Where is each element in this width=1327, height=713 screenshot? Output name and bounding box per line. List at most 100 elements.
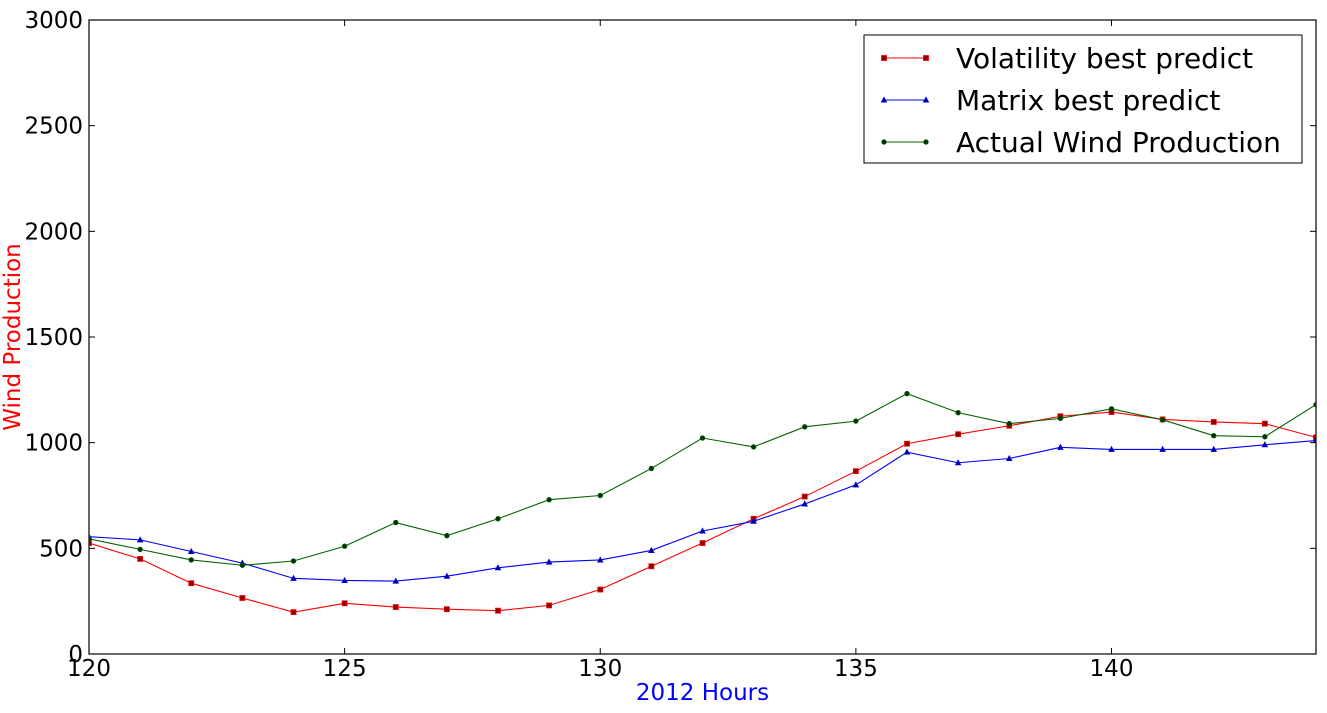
x-tick-label: 125 (323, 656, 367, 682)
legend-marker (880, 96, 888, 103)
legend-label: Volatility best predict (956, 42, 1253, 75)
data-point (802, 424, 808, 430)
data-point (137, 556, 144, 562)
data-point (495, 516, 501, 522)
y-tick-label: 2000 (24, 219, 83, 245)
data-point (393, 519, 399, 526)
data-point (1005, 454, 1013, 462)
data-point (954, 459, 962, 466)
data-point (290, 609, 297, 616)
data-point (1261, 420, 1268, 427)
data-point (187, 547, 195, 555)
data-point (444, 532, 450, 539)
legend-marker (881, 139, 887, 145)
data-point (852, 468, 859, 475)
data-point (1313, 401, 1316, 408)
data-point (443, 606, 450, 613)
data-point (1057, 443, 1064, 450)
legend-box (863, 34, 1303, 164)
series-2 (89, 436, 1316, 584)
x-tick-label: 135 (834, 656, 878, 682)
data-point (596, 556, 604, 563)
legend-label: Matrix best predict (956, 84, 1220, 117)
data-point (597, 492, 603, 499)
data-point (852, 481, 860, 488)
y-tick-label: 2500 (24, 114, 83, 140)
data-point (290, 558, 297, 564)
data-point (1159, 445, 1166, 452)
series-line (89, 411, 1316, 613)
legend: Volatility best predict Matrix best predi… (863, 34, 1303, 164)
legend-item: Actual Wind Production (881, 126, 1281, 159)
data-point (699, 435, 706, 441)
data-point (443, 572, 451, 579)
data-point (392, 604, 399, 610)
legend-marker (923, 139, 929, 145)
y-tick-label: 1500 (24, 325, 83, 351)
series-layer (89, 390, 1316, 616)
data-point (495, 607, 501, 614)
data-point (801, 500, 809, 507)
data-point (89, 536, 92, 542)
data-point (545, 558, 553, 565)
data-point (648, 465, 655, 472)
data-point (546, 497, 552, 503)
data-point (1006, 420, 1012, 427)
data-point (904, 390, 910, 397)
data-point (955, 431, 962, 438)
x-axis-title: 2012 Hours (636, 680, 769, 706)
data-point (137, 546, 143, 553)
data-point (648, 563, 655, 570)
data-point (341, 543, 348, 549)
x-tick-label: 130 (578, 656, 622, 682)
legend-item: Volatility best predict (881, 42, 1253, 75)
data-point (903, 448, 911, 455)
axis-ticks: 120 125 130 135 140 0 500 1000 1500 2000 2500 3000 (24, 8, 1316, 682)
data-point (699, 540, 706, 546)
data-point (188, 580, 195, 587)
data-point (546, 602, 553, 609)
data-point (1108, 445, 1115, 452)
legend-marker (923, 55, 929, 61)
data-point (1262, 434, 1268, 440)
data-point (136, 536, 144, 543)
legend-item: Matrix best predict (880, 84, 1220, 117)
data-point (1210, 445, 1218, 452)
data-point (648, 546, 655, 553)
series-line (89, 440, 1316, 582)
data-point (1057, 415, 1064, 422)
y-tick-label: 3000 (24, 8, 83, 34)
data-point (853, 418, 859, 424)
data-point (1313, 434, 1316, 441)
data-point (239, 562, 246, 568)
data-point (1108, 406, 1115, 412)
legend-marker (881, 55, 887, 61)
data-point (597, 586, 604, 593)
data-point (1210, 419, 1217, 425)
y-axis-title: Wind Production (0, 243, 26, 430)
data-point (188, 557, 194, 563)
data-point (1211, 432, 1217, 439)
data-point (1312, 436, 1316, 444)
y-tick-label: 1000 (24, 431, 83, 457)
data-point (290, 574, 297, 581)
data-point (1159, 417, 1166, 423)
x-tick-label: 120 (67, 656, 111, 682)
series-3 (89, 390, 1316, 568)
data-point (699, 527, 706, 534)
data-point (904, 440, 910, 447)
data-point (341, 576, 348, 583)
data-point (1261, 441, 1269, 448)
data-point (801, 493, 808, 500)
y-tick-label: 0 (68, 642, 83, 668)
data-point (494, 564, 502, 571)
data-point (750, 517, 757, 524)
data-point (392, 577, 400, 584)
legend-marker (922, 96, 930, 103)
series-line (89, 393, 1316, 566)
data-point (341, 600, 348, 607)
data-point (955, 409, 961, 416)
x-tick-label: 140 (1090, 656, 1134, 682)
legend-label: Actual Wind Production (956, 126, 1281, 159)
